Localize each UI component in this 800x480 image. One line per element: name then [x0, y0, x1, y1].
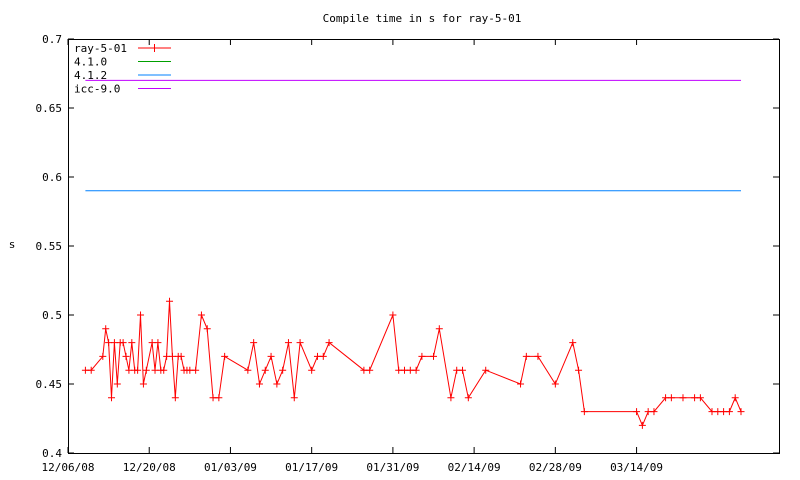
- data-point: [459, 366, 467, 374]
- data-point: [296, 339, 304, 347]
- y-tick-label: 0.4: [42, 447, 62, 460]
- data-point: [197, 311, 205, 319]
- data-point: [119, 339, 127, 347]
- data-point: [534, 352, 542, 360]
- data-point: [412, 366, 420, 374]
- data-point: [447, 394, 455, 402]
- data-point: [290, 394, 298, 402]
- x-tick-label: 12/06/08: [42, 461, 95, 474]
- data-point: [192, 366, 200, 374]
- x-tick-label: 01/17/09: [285, 461, 338, 474]
- y-axis: 0.4 0.45 0.5 0.55 0.6 0.65 0.7: [36, 33, 779, 460]
- x-tick-label: 01/03/09: [204, 461, 257, 474]
- data-point: [737, 408, 745, 416]
- x-tick-label: 02/28/09: [529, 461, 582, 474]
- legend-label: icc-9.0: [74, 83, 120, 96]
- data-point: [177, 352, 185, 360]
- data-point: [250, 339, 258, 347]
- data-point: [273, 380, 281, 388]
- data-point: [366, 366, 374, 374]
- x-tick-label: 03/14/09: [610, 461, 663, 474]
- data-point: [575, 366, 583, 374]
- data-point: [154, 339, 162, 347]
- data-point: [255, 380, 263, 388]
- data-point: [99, 352, 107, 360]
- data-point: [308, 366, 316, 374]
- data-point: [650, 408, 658, 416]
- chart-title: Compile time in s for ray-5-01: [323, 12, 522, 25]
- data-point: [261, 366, 269, 374]
- data-point: [430, 352, 438, 360]
- data-point: [551, 380, 559, 388]
- y-tick-label: 0.55: [36, 240, 63, 253]
- data-point: [122, 352, 130, 360]
- data-point: [435, 325, 443, 333]
- y-tick-label: 0.5: [42, 309, 62, 322]
- data-point: [113, 380, 121, 388]
- data-point: [418, 352, 426, 360]
- data-point: [279, 366, 287, 374]
- data-point: [139, 380, 147, 388]
- data-point: [638, 421, 646, 429]
- legend-label: ray-5-01: [74, 42, 127, 55]
- data-point: [580, 408, 588, 416]
- legend-label: 4.1.2: [74, 69, 107, 82]
- x-tick-label: 01/31/09: [366, 461, 419, 474]
- x-tick-label: 12/20/08: [123, 461, 176, 474]
- data-point: [389, 311, 397, 319]
- data-point: [696, 394, 704, 402]
- data-point: [108, 394, 116, 402]
- data-point: [134, 366, 142, 374]
- data-point: [128, 339, 136, 347]
- series-layer: [81, 79, 745, 429]
- data-point: [319, 352, 327, 360]
- data-point: [667, 394, 675, 402]
- data-point: [731, 394, 739, 402]
- data-point: [679, 394, 687, 402]
- legend-label: 4.1.0: [74, 56, 107, 69]
- data-point: [142, 366, 150, 374]
- data-point: [160, 366, 168, 374]
- data-point: [569, 339, 577, 347]
- y-tick-label: 0.65: [36, 102, 63, 115]
- data-point: [633, 408, 641, 416]
- y-tick-label: 0.45: [36, 378, 63, 391]
- data-point: [166, 297, 174, 305]
- series-line: [85, 301, 742, 427]
- data-point: [171, 394, 179, 402]
- x-axis: 12/06/08 12/20/08 01/03/09 01/17/09 01/31/09…: [42, 39, 663, 474]
- legend-marker: [150, 44, 159, 52]
- data-point: [87, 366, 95, 374]
- x-tick-label: 02/14/09: [448, 461, 501, 474]
- data-point: [203, 325, 211, 333]
- data-point: [137, 311, 145, 319]
- data-point: [215, 394, 223, 402]
- data-point: [464, 394, 472, 402]
- y-tick-label: 0.7: [42, 33, 62, 46]
- data-point: [284, 339, 292, 347]
- data-point: [522, 352, 530, 360]
- data-point: [102, 325, 110, 333]
- data-point: [221, 352, 229, 360]
- data-point: [725, 408, 733, 416]
- y-tick-label: 0.6: [42, 171, 62, 184]
- data-point: [244, 366, 252, 374]
- data-point: [325, 339, 333, 347]
- data-point: [517, 380, 525, 388]
- data-point: [267, 352, 275, 360]
- y-axis-label: s: [9, 238, 16, 251]
- data-point: [482, 366, 490, 374]
